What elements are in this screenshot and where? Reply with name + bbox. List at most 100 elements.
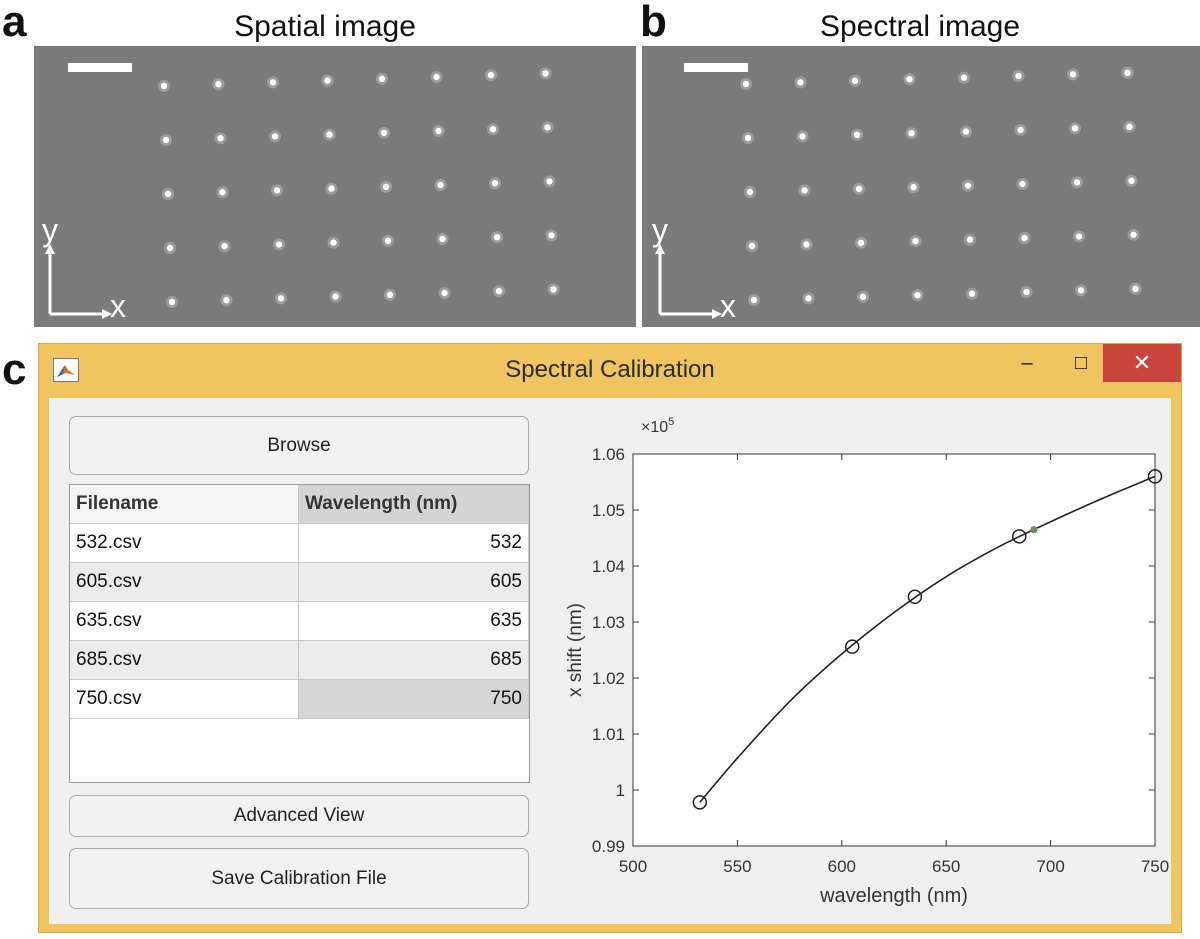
header-wavelength[interactable]: Wavelength (nm) xyxy=(299,485,529,524)
nanoparticle-dot xyxy=(748,242,756,250)
close-button[interactable]: ✕ xyxy=(1103,344,1181,382)
nanoparticle-dot xyxy=(324,77,331,84)
nanoparticle-dot xyxy=(217,135,224,142)
nanoparticle-dot xyxy=(435,127,442,135)
browse-button[interactable]: Browse xyxy=(69,416,529,475)
spectral-image-title: Spectral image xyxy=(819,10,1021,43)
nanoparticle-dot xyxy=(910,184,917,191)
nanoparticle-dot xyxy=(851,77,859,84)
nanoparticle-dot xyxy=(495,288,503,295)
filename-cell[interactable]: 685.csv xyxy=(70,641,299,680)
y-tick-label: 1.03 xyxy=(592,613,625,632)
nanoparticle-dot xyxy=(855,185,863,192)
nanoparticle-dot xyxy=(1073,179,1081,186)
axis-arrows-icon xyxy=(45,244,112,319)
x-tick-label: 700 xyxy=(1036,857,1064,876)
cursor-marker[interactable] xyxy=(1030,526,1038,534)
nanoparticle-dot xyxy=(799,133,806,140)
x-axis-label: x xyxy=(720,288,736,324)
nanoparticle-dot xyxy=(914,292,921,299)
filename-cell[interactable]: 750.csv xyxy=(70,680,299,719)
nanoparticle-dot xyxy=(1069,71,1077,78)
nanoparticle-dot xyxy=(491,180,499,187)
nanoparticle-dot xyxy=(550,286,557,293)
filename-cell[interactable]: 635.csv xyxy=(70,602,299,641)
nanoparticle-dot xyxy=(1071,125,1079,132)
table-row[interactable]: 532.csv 532 xyxy=(70,524,529,563)
title-bar[interactable]: Spectral Calibration – □ ✕ xyxy=(39,344,1181,396)
x-tick-label: 600 xyxy=(828,857,856,876)
x-tick-label: 650 xyxy=(932,857,960,876)
nanoparticle-dot xyxy=(968,290,976,297)
nanoparticle-dot xyxy=(382,183,390,190)
nanoparticle-dot xyxy=(962,128,970,135)
header-filename[interactable]: Filename xyxy=(70,485,299,524)
nanoparticle-dot xyxy=(805,295,812,302)
nanoparticle-dot xyxy=(162,136,170,144)
y-axis-label: y xyxy=(652,212,668,248)
nanoparticle-dot xyxy=(1023,288,1030,296)
x-axis-title: wavelength (nm) xyxy=(819,885,968,907)
x-axis-label: x xyxy=(110,288,126,324)
wavelength-cell[interactable]: 685 xyxy=(299,641,529,680)
matlab-app-icon[interactable] xyxy=(53,358,79,382)
nanoparticle-dot xyxy=(912,238,919,245)
x-tick-label: 550 xyxy=(723,857,751,876)
minimize-button[interactable]: – xyxy=(1021,351,1033,374)
x-tick-label: 750 xyxy=(1141,857,1169,876)
nanoparticle-dot xyxy=(960,74,968,81)
calibration-point[interactable] xyxy=(844,639,860,654)
nanoparticle-dot xyxy=(1077,287,1085,294)
nanoparticle-dot xyxy=(1124,69,1131,76)
nanoparticle-dot xyxy=(1015,72,1022,80)
wavelength-cell-selected[interactable]: 750 xyxy=(299,680,529,719)
nanoparticle-dot xyxy=(546,178,553,185)
spatial-dot-array xyxy=(158,67,560,308)
y-exponent-base: ×10 xyxy=(641,419,668,436)
window-title: Spectral Calibration xyxy=(505,356,715,383)
nanoparticle-dot xyxy=(1021,234,1028,242)
table-header-row: Filename Wavelength (nm) xyxy=(70,485,529,524)
table-row[interactable]: 750.csv 750 xyxy=(70,680,529,719)
calibration-point[interactable] xyxy=(1147,469,1163,484)
nanoparticle-dot xyxy=(219,189,226,196)
maximize-button[interactable]: □ xyxy=(1074,351,1088,374)
y-tick-label: 1.01 xyxy=(592,725,625,744)
table-row[interactable]: 685.csv 685 xyxy=(70,641,529,680)
nanoparticle-dot xyxy=(437,181,444,189)
nanoparticle-dot xyxy=(166,244,174,252)
nanoparticle-dot xyxy=(330,239,337,246)
save-calibration-file-button[interactable]: Save Calibration File xyxy=(69,848,529,909)
nanoparticle-dot xyxy=(1128,177,1135,184)
calibration-point[interactable] xyxy=(692,795,708,810)
nanoparticle-dot xyxy=(439,235,446,243)
panel-label-b: b xyxy=(640,0,667,46)
advanced-view-button[interactable]: Advanced View xyxy=(69,795,529,837)
filename-cell[interactable]: 605.csv xyxy=(70,563,299,602)
nanoparticle-dot xyxy=(273,187,281,194)
nanoparticle-dot xyxy=(542,70,549,77)
nanoparticle-dot xyxy=(853,131,861,138)
wavelength-cell[interactable]: 532 xyxy=(299,524,529,563)
nanoparticle-dot xyxy=(1130,231,1137,238)
table-row[interactable]: 635.csv 635 xyxy=(70,602,529,641)
nanoparticle-dot xyxy=(797,79,804,86)
filename-cell[interactable]: 532.csv xyxy=(70,524,299,563)
y-tick-label: 1.02 xyxy=(592,669,625,688)
y-exponent-power: 5 xyxy=(668,416,674,428)
calibration-plot[interactable]: 0.99 1 1.01 1.02 1.03 1.04 1.05 1.06 500 550 600 6… xyxy=(557,398,1171,924)
nanoparticle-dot xyxy=(742,80,750,88)
wavelength-cell[interactable]: 605 xyxy=(299,563,529,602)
calibration-point[interactable] xyxy=(1012,529,1027,544)
wavelength-cell[interactable]: 635 xyxy=(299,602,529,641)
y-tick-label: 0.99 xyxy=(592,837,625,856)
spectral-dot-array xyxy=(740,66,1142,306)
spectral-microscope-image: y x xyxy=(642,46,1200,327)
y-axis-label: y xyxy=(42,212,58,248)
table-row[interactable]: 605.csv 605 xyxy=(70,563,529,602)
nanoparticle-dot xyxy=(168,298,176,306)
nanoparticle-dot xyxy=(277,295,285,302)
calibration-point[interactable] xyxy=(907,589,923,605)
nanoparticle-dot xyxy=(803,241,810,248)
nanoparticle-dot xyxy=(164,190,172,198)
